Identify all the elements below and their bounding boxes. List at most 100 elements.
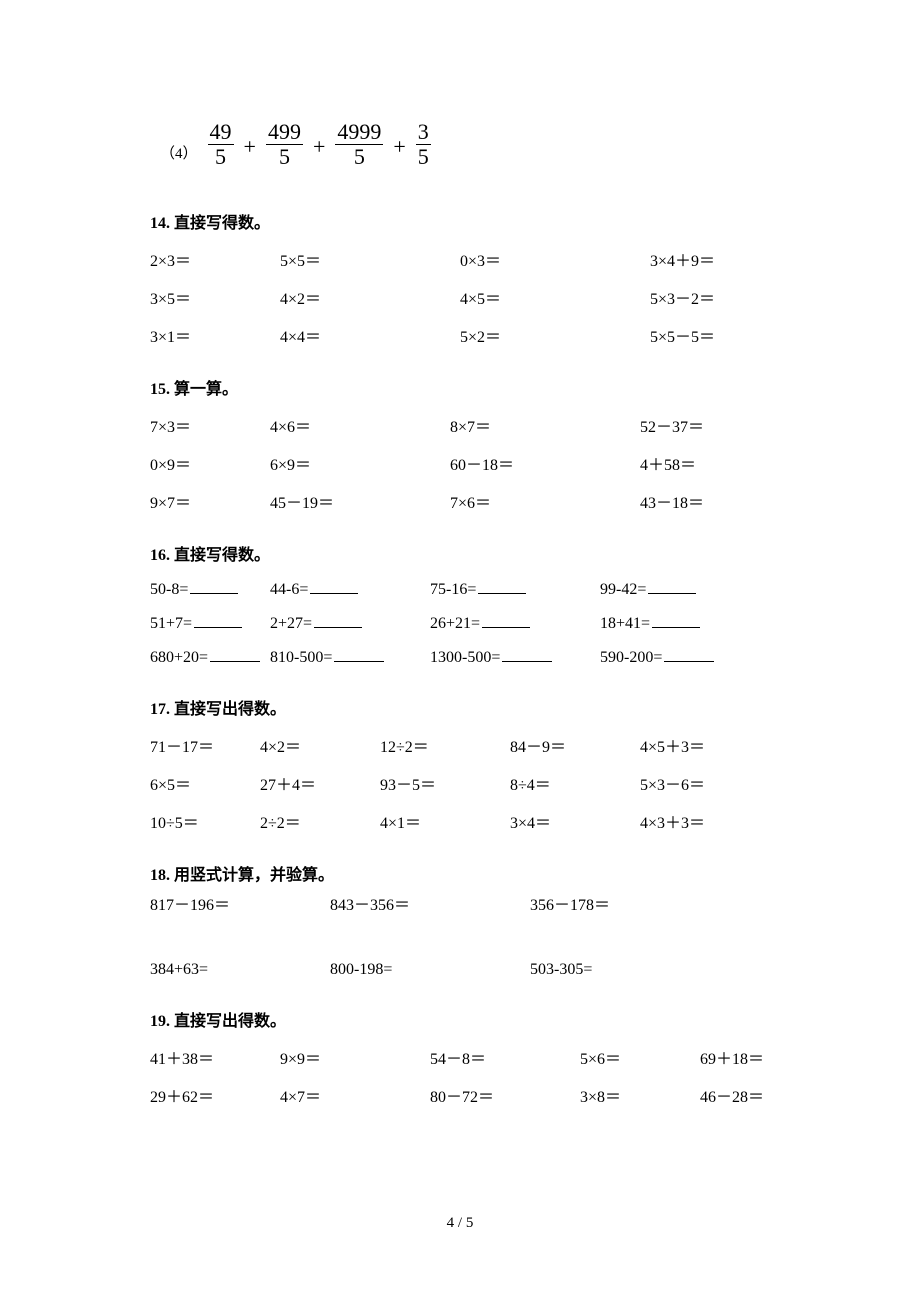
math-cell: 0×3＝ [460,247,650,271]
answer-blank [478,579,526,594]
plus-sign: + [244,134,256,160]
math-cell: 84－9＝ [510,733,640,757]
math-cell: 6×9＝ [270,451,450,475]
math-cell: 9×9＝ [280,1045,430,1069]
math-cell: 3×4＝ [510,809,640,833]
math-cell: 4×5＝ [460,285,650,309]
math-cell: 29＋62＝ [150,1083,280,1107]
answer-blank [502,647,552,662]
math-cell: 4＋58＝ [640,451,770,475]
math-cell: 5×3－6＝ [640,771,770,795]
math-cell: 5×3－2＝ [650,285,770,309]
math-cell: 54－8＝ [430,1045,580,1069]
q17-title: 17. 直接写出得数。 [150,695,770,719]
worksheet-page: （4） 49 5 + 499 5 + 4999 5 + 3 5 14. 直接写得… [0,0,920,1302]
page-number: 4 / 5 [0,1215,920,1232]
math-cell: 41＋38＝ [150,1045,280,1069]
math-cell: 9×7＝ [150,489,270,513]
math-cell: 4×2＝ [280,285,460,309]
math-cell: 0×9＝ [150,451,270,475]
math-cell: 4×6＝ [270,413,450,437]
q15-grid: 7×3＝ 4×6＝ 8×7＝ 52－37＝ 0×9＝ 6×9＝ 60－18＝ 4… [150,413,770,513]
math-cell: 4×5＋3＝ [640,733,770,757]
math-cell: 69＋18＝ [700,1045,770,1069]
math-cell: 27＋4＝ [260,771,380,795]
answer-blank [314,613,362,628]
math-cell: 5×2＝ [460,323,650,347]
math-cell: 44-6= [270,579,430,599]
math-cell: 5×5－5＝ [650,323,770,347]
fraction: 49 5 [208,120,234,169]
math-cell: 384+63= [150,961,330,979]
math-cell: 2+27= [270,613,430,633]
math-cell: 45－19＝ [270,489,450,513]
fraction: 499 5 [266,120,303,169]
math-cell: 4×7＝ [280,1083,430,1107]
math-cell: 46－28＝ [700,1083,770,1107]
math-cell: 50-8= [150,579,270,599]
math-cell: 75-16= [430,579,600,599]
math-cell: 680+20= [150,647,270,667]
math-cell: 3×8＝ [580,1083,700,1107]
math-cell: 3×4＋9＝ [650,247,770,271]
math-cell: 4×3＋3＝ [640,809,770,833]
math-cell: 4×1＝ [380,809,510,833]
math-cell: 6×5＝ [150,771,260,795]
math-cell: 590-200= [600,647,770,667]
q18-row1: 817－196＝ 843－356＝ 356－178＝ [150,891,770,915]
math-cell: 60－18＝ [450,451,640,475]
math-cell: 1300-500= [430,647,600,667]
q18-title: 18. 用竖式计算，并验算。 [150,861,770,885]
answer-blank [190,579,238,594]
math-cell: 5×6＝ [580,1045,700,1069]
q16-title: 16. 直接写得数。 [150,541,770,565]
math-cell: 4×4＝ [280,323,460,347]
eq4-label: （4） [160,142,198,163]
q19-grid: 41＋38＝ 9×9＝ 54－8＝ 5×6＝ 69＋18＝ 29＋62＝ 4×7… [150,1045,770,1107]
answer-blank [664,647,714,662]
answer-blank [194,613,242,628]
math-cell: 7×3＝ [150,413,270,437]
math-cell: 52－37＝ [640,413,770,437]
math-cell: 800-198= [330,961,530,979]
math-cell: 99-42= [600,579,770,599]
answer-blank [334,647,384,662]
q18-row2: 384+63= 800-198= 503-305= [150,961,770,979]
math-cell: 43－18＝ [640,489,770,513]
answer-blank [482,613,530,628]
plus-sign: + [393,134,405,160]
math-cell: 80－72＝ [430,1083,580,1107]
q19-title: 19. 直接写出得数。 [150,1007,770,1031]
math-cell: 3×5＝ [150,285,280,309]
math-cell: 810-500= [270,647,430,667]
answer-blank [310,579,358,594]
math-cell: 5×5＝ [280,247,460,271]
math-cell: 18+41= [600,613,770,633]
math-cell: 10÷5＝ [150,809,260,833]
fraction: 4999 5 [335,120,383,169]
math-cell: 503-305= [530,961,770,979]
work-space [150,915,770,961]
math-cell: 843－356＝ [330,891,530,915]
math-cell: 3×1＝ [150,323,280,347]
fraction: 3 5 [416,120,431,169]
math-cell: 51+7= [150,613,270,633]
q15-title: 15. 算一算。 [150,375,770,399]
answer-blank [648,579,696,594]
math-cell: 7×6＝ [450,489,640,513]
math-cell: 2÷2＝ [260,809,380,833]
math-cell: 93－5＝ [380,771,510,795]
q16-grid: 50-8= 44-6= 75-16= 99-42= 51+7= 2+27= 26… [150,579,770,667]
q17-grid: 71－17＝ 4×2＝ 12÷2＝ 84－9＝ 4×5＋3＝ 6×5＝ 27＋4… [150,733,770,833]
answer-blank [652,613,700,628]
math-cell: 8÷4＝ [510,771,640,795]
math-cell: 4×2＝ [260,733,380,757]
equation-4: （4） 49 5 + 499 5 + 4999 5 + 3 5 [160,120,770,169]
math-cell: 26+21= [430,613,600,633]
math-cell: 356－178＝ [530,891,770,915]
q14-title: 14. 直接写得数。 [150,209,770,233]
math-cell: 8×7＝ [450,413,640,437]
q14-grid: 2×3＝ 5×5＝ 0×3＝ 3×4＋9＝ 3×5＝ 4×2＝ 4×5＝ 5×3… [150,247,770,347]
math-cell: 2×3＝ [150,247,280,271]
math-cell: 12÷2＝ [380,733,510,757]
